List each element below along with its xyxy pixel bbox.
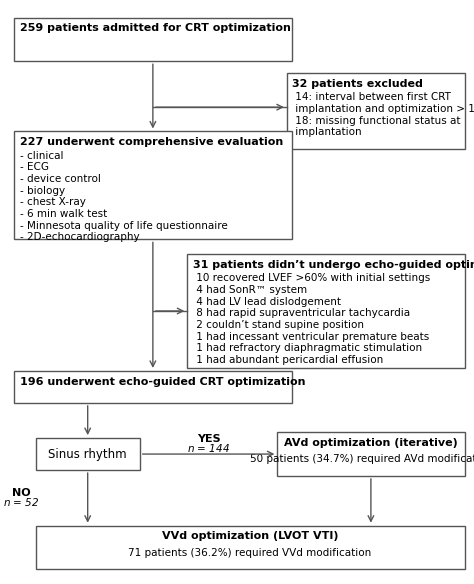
FancyBboxPatch shape: [287, 73, 465, 149]
Text: 1 had abundant pericardial effusion: 1 had abundant pericardial effusion: [193, 355, 383, 365]
Text: VVd optimization (LVOT VTI): VVd optimization (LVOT VTI): [162, 531, 338, 541]
FancyBboxPatch shape: [36, 438, 140, 470]
Text: 1 had incessant ventricular premature beats: 1 had incessant ventricular premature be…: [193, 332, 429, 342]
FancyBboxPatch shape: [14, 371, 292, 403]
Text: 32 patients excluded: 32 patients excluded: [292, 79, 423, 89]
Text: $n$ = 144: $n$ = 144: [187, 442, 230, 454]
Text: - 6 min walk test: - 6 min walk test: [20, 209, 107, 219]
Text: - Minnesota quality of life questionnaire: - Minnesota quality of life questionnair…: [20, 221, 228, 231]
FancyBboxPatch shape: [277, 432, 465, 476]
FancyBboxPatch shape: [14, 131, 292, 239]
Text: YES: YES: [197, 434, 220, 444]
FancyBboxPatch shape: [187, 254, 465, 368]
Text: 50 patients (34.7%) required AVd modification: 50 patients (34.7%) required AVd modific…: [250, 454, 474, 464]
Text: 71 patients (36.2%) required VVd modification: 71 patients (36.2%) required VVd modific…: [128, 548, 372, 558]
Text: 4 had SonR™ system: 4 had SonR™ system: [193, 285, 307, 295]
Text: - device control: - device control: [20, 174, 101, 184]
Text: 8 had rapid supraventricular tachycardia: 8 had rapid supraventricular tachycardia: [193, 308, 410, 318]
Text: 1 had refractory diaphragmatic stimulation: 1 had refractory diaphragmatic stimulati…: [193, 343, 422, 353]
Text: - ECG: - ECG: [20, 162, 49, 172]
Text: 4 had LV lead dislodgement: 4 had LV lead dislodgement: [193, 297, 341, 307]
Text: - biology: - biology: [20, 186, 65, 196]
Text: AVd optimization (iterative): AVd optimization (iterative): [284, 438, 458, 448]
Text: - clinical: - clinical: [20, 151, 64, 161]
Text: - 2D-echocardiography: - 2D-echocardiography: [20, 232, 139, 242]
Text: 259 patients admitted for CRT optimization: 259 patients admitted for CRT optimizati…: [20, 23, 291, 33]
Text: implantation: implantation: [292, 127, 362, 137]
Text: 14: interval between first CRT: 14: interval between first CRT: [292, 92, 451, 102]
Text: - chest X-ray: - chest X-ray: [20, 197, 86, 207]
Text: 2 couldn’t stand supine position: 2 couldn’t stand supine position: [193, 320, 364, 330]
Text: NO: NO: [12, 488, 31, 499]
Text: 18: missing functional status at: 18: missing functional status at: [292, 116, 461, 126]
Text: 227 underwent comprehensive evaluation: 227 underwent comprehensive evaluation: [20, 137, 283, 147]
FancyBboxPatch shape: [14, 18, 292, 61]
Text: $n$ = 52: $n$ = 52: [3, 496, 39, 508]
FancyBboxPatch shape: [36, 526, 465, 569]
Text: 10 recovered LVEF >60% with initial settings: 10 recovered LVEF >60% with initial sett…: [193, 273, 430, 283]
Text: 31 patients didn’t undergo echo-guided optimization: 31 patients didn’t undergo echo-guided o…: [193, 260, 474, 270]
Text: Sinus rhythm: Sinus rhythm: [48, 447, 127, 461]
Text: 196 underwent echo-guided CRT optimization: 196 underwent echo-guided CRT optimizati…: [20, 377, 305, 387]
Text: implantation and optimization > 1 year: implantation and optimization > 1 year: [292, 104, 474, 114]
